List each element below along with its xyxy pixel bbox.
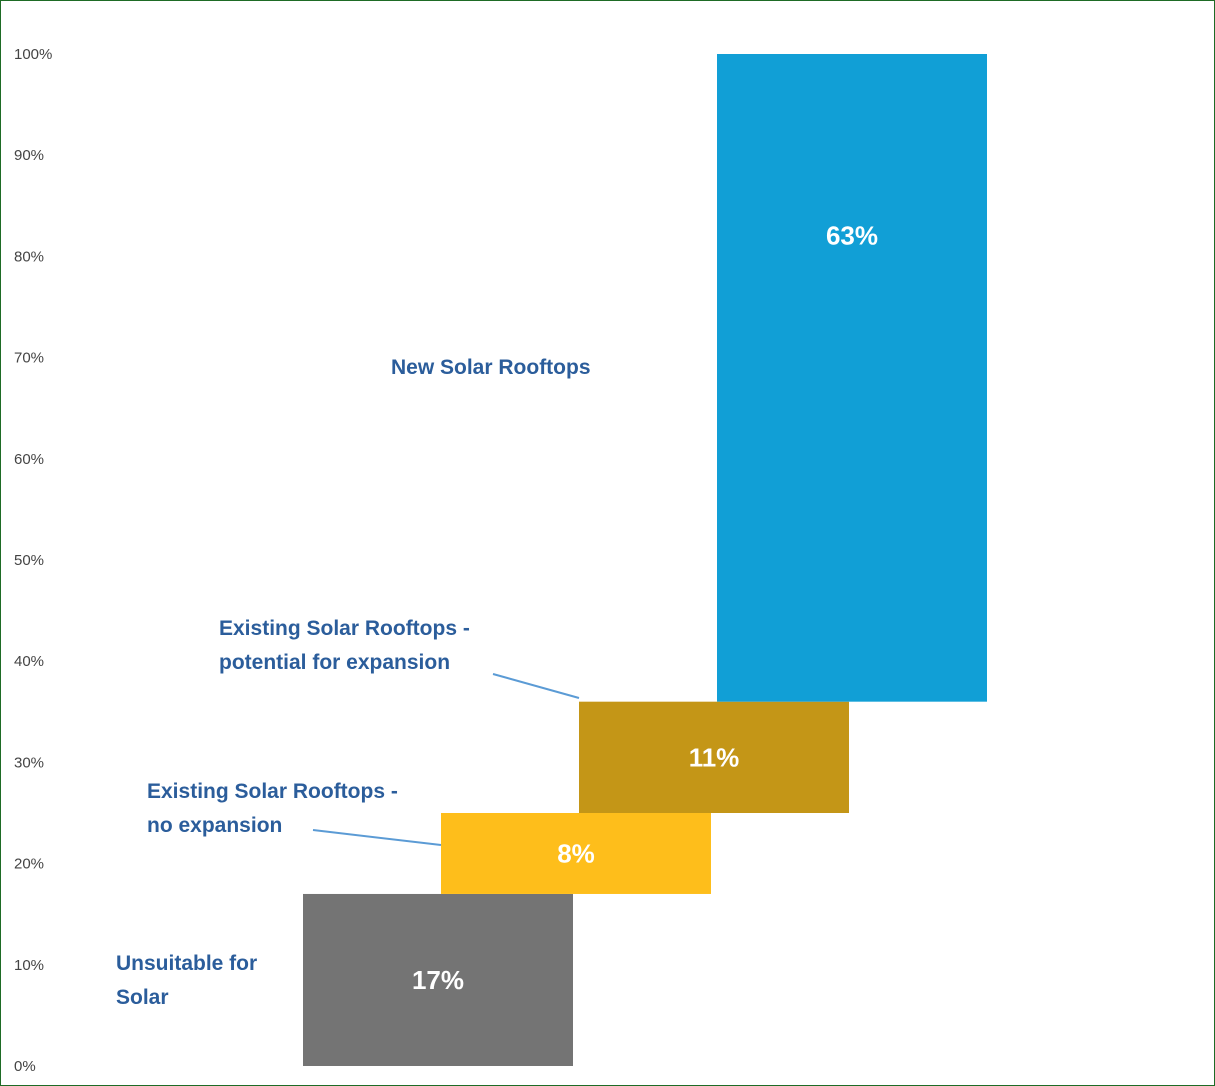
category-label-line: Existing Solar Rooftops - [219, 617, 470, 640]
y-tick-label: 40% [14, 653, 44, 670]
category-label-line: Unsuitable for [116, 952, 257, 975]
y-tick-label: 30% [14, 754, 44, 771]
bar [579, 701, 849, 813]
category-label: New Solar Rooftops [391, 356, 591, 379]
bar [441, 813, 711, 894]
bar-value-label: 11% [689, 742, 740, 772]
category-label-line: potential for expansion [219, 651, 450, 674]
y-tick-label: 90% [14, 147, 44, 164]
category-label: Existing Solar Rooftops - no expansion [147, 780, 398, 837]
bar-value-label: 8% [557, 838, 595, 868]
category-label: Existing Solar Rooftops - potential for e… [219, 617, 470, 674]
y-tick-label: 10% [14, 957, 44, 974]
leader-line [492, 673, 580, 699]
bars [303, 54, 987, 1066]
leader-line [312, 829, 442, 846]
y-tick-label: 0% [14, 1058, 36, 1075]
y-tick-label: 70% [14, 350, 44, 367]
value-labels: 17% 8% 11% 63% [412, 220, 878, 995]
category-label-line: New Solar Rooftops [391, 356, 591, 379]
bar [717, 54, 987, 702]
category-label-line: Solar [116, 986, 169, 1009]
y-tick-label: 100% [14, 46, 52, 63]
y-axis-ticks: 0% 10% 20% 30% 40% 50% 60% 70% 80% 90% 100% [14, 46, 52, 1075]
y-tick-label: 80% [14, 248, 44, 265]
category-label: Unsuitable for Solar [116, 952, 257, 1009]
bar-value-label: 63% [826, 220, 878, 250]
y-tick-label: 60% [14, 451, 44, 468]
y-tick-label: 50% [14, 552, 44, 569]
bar-value-label: 17% [412, 965, 464, 995]
category-labels: Unsuitable for Solar Existing Solar Roofto… [116, 356, 591, 1009]
y-tick-label: 20% [14, 856, 44, 873]
leader-lines [312, 673, 580, 846]
category-label-line: no expansion [147, 814, 282, 837]
category-label-line: Existing Solar Rooftops - [147, 780, 398, 803]
bar [303, 893, 573, 1066]
